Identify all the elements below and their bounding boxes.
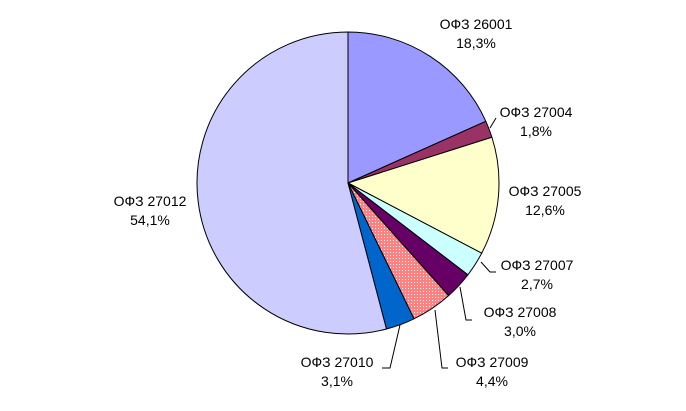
- slice-labels: ОФЗ 26001 18,3% ОФЗ 27004 1,8% ОФЗ 27005 12,6…: [114, 16, 582, 389]
- slice-label-5: ОФЗ 27008: [484, 304, 557, 320]
- leader-line-4: [480, 261, 496, 273]
- slice-label-7: ОФЗ 27010: [301, 354, 374, 370]
- slice-percent-7: 3,1%: [321, 373, 353, 389]
- leader-lines: [382, 117, 497, 369]
- slice-label-8: ОФЗ 27012: [114, 193, 187, 209]
- slice-label-1: ОФЗ 26001: [440, 16, 513, 32]
- slice-label-6: ОФЗ 27009: [456, 354, 529, 370]
- slice-percent-8: 54,1%: [130, 212, 170, 228]
- slice-percent-5: 3,0%: [504, 323, 536, 339]
- slice-label-3: ОФЗ 27005: [509, 183, 582, 199]
- pie-slice-8: [196, 31, 387, 335]
- slice-percent-4: 2,7%: [521, 276, 553, 292]
- leader-line-5: [459, 286, 472, 321]
- slice-label-2: ОФЗ 27004: [500, 104, 573, 120]
- leader-line-2: [489, 117, 497, 129]
- pie-slice-1: [347, 31, 487, 184]
- pie-slices: [196, 31, 500, 335]
- pie-slice-3: [347, 136, 500, 254]
- slice-percent-1: 18,3%: [456, 35, 496, 51]
- slice-percent-2: 1,8%: [520, 123, 552, 139]
- slice-label-4: ОФЗ 27007: [501, 257, 574, 273]
- slice-percent-3: 12,6%: [525, 202, 565, 218]
- leader-line-6: [434, 309, 448, 369]
- slice-percent-6: 4,4%: [476, 373, 508, 389]
- leader-line-7: [382, 324, 401, 369]
